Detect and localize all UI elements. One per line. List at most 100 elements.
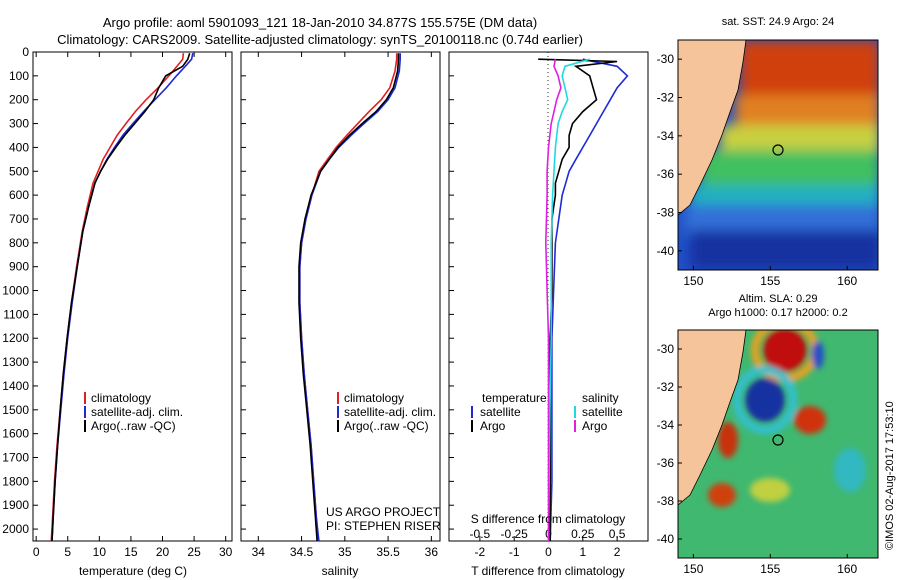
sla-map-subtitle: Argo h1000: 0.17 h2000: 0.2 (708, 307, 847, 319)
temperature-legend: climatology satellite-adj. clim. Argo(..… (84, 391, 183, 433)
y-tick-label: 500 (9, 164, 29, 178)
x-tick-label: 34 (252, 545, 266, 559)
legend-label-t-argo: Argo (480, 419, 506, 433)
sla-map-frame (677, 329, 879, 559)
sla-eddy-blue-rim (733, 366, 797, 434)
sla-land (678, 330, 747, 506)
legend-label-s-satellite: satellite (582, 405, 623, 419)
x-tick-label: 15 (124, 545, 138, 559)
s-tick-label: 0.25 (571, 527, 595, 541)
y-tick-label: 1900 (2, 498, 29, 512)
y-tick-label: 2000 (2, 522, 29, 536)
y-tick-label: 1800 (2, 474, 29, 488)
sla-map-ticks: 150 155 160 -30 -32 -34 -36 -38 -40 (657, 342, 858, 576)
x-tick-label: 2 (614, 545, 621, 559)
salinity-series (298, 53, 402, 541)
legend-label-climatology: climatology (344, 391, 404, 405)
sst-argo-marker (772, 144, 784, 156)
x-tick-label: 35.5 (376, 545, 400, 559)
series-s-argo (544, 59, 562, 541)
x-tick-label: 34.5 (290, 545, 314, 559)
map-y-tick-label: -30 (657, 52, 675, 66)
y-tick-label: 200 (9, 93, 29, 107)
y-tick-label: 900 (9, 260, 29, 274)
sst-green-band (700, 150, 878, 190)
y-tick-label: 700 (9, 212, 29, 226)
sla-eddy-red-east (794, 406, 826, 434)
legend-label-s-argo: Argo (582, 419, 608, 433)
legend-heading-salinity: salinity (582, 391, 619, 405)
sla-map-title: Altim. SLA: 0.29 (739, 293, 818, 305)
x-tick-label: 10 (93, 545, 107, 559)
series-argo-raw-qc- (51, 52, 191, 541)
sla-argo-marker (772, 434, 784, 446)
map-x-tick-label: 150 (683, 562, 703, 576)
map-y-tick-label: -38 (657, 206, 675, 220)
x-tick-label: 0 (33, 545, 40, 559)
credit-pi: PI: STEPHEN RISER (326, 519, 441, 533)
difference-axis-ticks: -2 -1 0 1 2-0.5 -0.25 0 0.25 0.5 (449, 51, 626, 559)
temperature-xlabel: temperature (deg C) (79, 564, 187, 578)
y-tick-label: 0 (22, 45, 29, 59)
s-tick-label: 0.5 (609, 527, 626, 541)
header-line-1: Argo profile: aoml 5901093_121 18-Jan-20… (102, 15, 538, 30)
map-x-tick-label: 160 (837, 562, 857, 576)
x-tick-label: 0 (545, 545, 552, 559)
y-tick-label: 1000 (2, 284, 29, 298)
salinity-panel-frame (240, 51, 441, 542)
sla-eddy-blue (745, 378, 785, 422)
salinity-axis-ticks: 34 34.5 35 35.5 36 (241, 51, 438, 559)
x-tick-label: 1 (579, 545, 586, 559)
map-y-tick-label: -32 (657, 380, 675, 394)
x-tick-label: 25 (187, 545, 201, 559)
sla-eddy-yellow (750, 478, 790, 502)
sla-eddy-red-north (763, 330, 807, 372)
difference-legend: temperature satellite Argo salinity sate… (471, 391, 623, 433)
y-tick-label: 1400 (2, 379, 29, 393)
map-y-tick-label: -36 (657, 456, 675, 470)
map-x-tick-label: 160 (837, 274, 857, 288)
x-tick-label: -2 (475, 545, 486, 559)
y-tick-label: 800 (9, 236, 29, 250)
s-difference-xlabel: S difference from climatology (471, 512, 626, 526)
sst-land (678, 40, 747, 216)
sla-eddy-cyan (834, 448, 866, 492)
temperature-series (50, 52, 194, 541)
sst-map-ticks: 150 155 160 -30 -32 -34 -36 -38 -40 (657, 52, 858, 288)
y-tick-label: 1200 (2, 331, 29, 345)
y-tick-label: 1300 (2, 355, 29, 369)
s-tick-label: -0.25 (501, 527, 529, 541)
x-tick-label: 30 (219, 545, 233, 559)
legend-label-t-satellite: satellite (480, 405, 521, 419)
credit-project: US ARGO PROJECT (326, 505, 441, 519)
x-tick-label: 5 (64, 545, 71, 559)
map-y-tick-label: -30 (657, 342, 675, 356)
series-climatology (298, 53, 398, 541)
series-argo-raw-qc- (298, 53, 400, 541)
header-line-2: Climatology: CARS2009. Satellite-adjuste… (57, 32, 583, 47)
y-tick-label: 1600 (2, 427, 29, 441)
map-y-tick-label: -38 (657, 494, 675, 508)
y-tick-label: 300 (9, 117, 29, 131)
y-tick-label: 600 (9, 188, 29, 202)
x-tick-label: 20 (156, 545, 170, 559)
temperature-panel-frame (32, 51, 233, 542)
legend-label-satellite: satellite-adj. clim. (344, 405, 436, 419)
imos-credit: ©IMOS 02-Aug-2017 17:53:10 (884, 401, 896, 550)
sla-eddy-red-west (718, 422, 738, 458)
map-x-tick-label: 150 (683, 274, 703, 288)
sla-map (678, 330, 878, 558)
y-tick-label: 400 (9, 140, 29, 154)
map-x-tick-label: 155 (760, 274, 780, 288)
map-y-tick-label: -40 (657, 532, 675, 546)
y-tick-label: 1700 (2, 451, 29, 465)
map-x-tick-label: 155 (760, 562, 780, 576)
sst-map-frame (677, 39, 879, 271)
map-y-tick-label: -32 (657, 91, 675, 105)
series-t-satellite (549, 58, 629, 541)
legend-label-argo: Argo(..raw -QC) (344, 419, 429, 433)
y-tick-label: 100 (9, 69, 29, 83)
t-difference-xlabel: T difference from climatology (471, 564, 625, 578)
sst-deep-blue (690, 230, 878, 270)
